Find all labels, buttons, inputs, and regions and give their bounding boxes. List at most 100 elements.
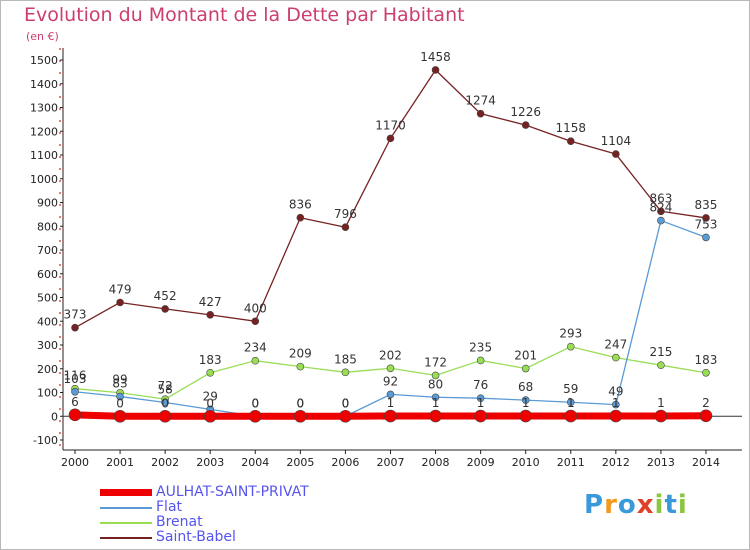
y-tick-label: 900 (37, 197, 58, 210)
brenat-data-label: 234 (244, 341, 267, 355)
brenat-point (296, 362, 305, 371)
aulhat-saint-privat-data-label: 1 (432, 396, 440, 410)
aulhat-saint-privat-data-label: 1 (657, 396, 665, 410)
flat-data-label: 0 (297, 396, 305, 410)
saint-babel-data-label: 796 (334, 207, 357, 221)
y-tick-label: 1000 (30, 173, 58, 186)
saint-babel-data-label: 1458 (420, 50, 451, 64)
logo-letter: i (654, 490, 665, 520)
aulhat-saint-privat-point (158, 409, 172, 423)
saint-babel-data-label: 427 (199, 295, 222, 309)
y-tick-label: 800 (37, 220, 58, 233)
brenat-data-label: 202 (379, 348, 402, 362)
x-tick-label: 2013 (647, 456, 675, 469)
brenat-data-label: 247 (604, 338, 627, 352)
x-tick-label: 2002 (151, 456, 179, 469)
flat-data-label: 103 (64, 372, 87, 386)
aulhat-saint-privat-data-label: 2 (702, 396, 710, 410)
y-tick-label: 700 (37, 244, 58, 257)
saint-babel-point (521, 121, 530, 129)
flat-point (386, 390, 395, 399)
x-tick-label: 2010 (512, 456, 540, 469)
legend-swatch-brenat (100, 522, 152, 524)
x-tick-label: 2003 (196, 456, 224, 469)
logo-letter: x (636, 490, 655, 520)
brenat-data-label: 116 (64, 369, 87, 383)
brenat-data-label: 201 (514, 349, 537, 363)
legend-label-flat: Flat (156, 499, 183, 515)
flat-data-label: 92 (383, 374, 398, 388)
brenat-data-label: 183 (695, 353, 718, 367)
proxiti-logo: Proxiti (584, 490, 688, 520)
brenat-point (521, 364, 530, 373)
flat-point (161, 398, 169, 407)
flat-point (566, 398, 575, 407)
brenat-data-label: 293 (559, 327, 582, 341)
saint-babel-point (71, 323, 79, 332)
saint-babel-point (566, 137, 575, 146)
aulhat-saint-privat-point (339, 409, 352, 423)
flat-data-label: 29 (203, 389, 218, 403)
x-tick-label: 2014 (692, 456, 720, 469)
y-tick-label: 1400 (30, 78, 58, 91)
y-tick-label: 200 (37, 363, 58, 376)
flat-data-label: 59 (563, 382, 578, 396)
saint-babel-point (206, 311, 215, 319)
y-tick-label: -100 (33, 434, 58, 447)
aulhat-saint-privat-point (519, 409, 533, 423)
logo-letter: i (677, 490, 688, 520)
legend-swatch-aulhat-saint-privat (100, 489, 152, 496)
y-tick-label: 500 (37, 292, 58, 305)
y-tick-label: 600 (37, 268, 58, 281)
x-tick-label: 2001 (106, 456, 134, 469)
aulhat-saint-privat-data-label: 6 (71, 395, 79, 409)
saint-babel-point (386, 134, 395, 143)
legend-swatch-flat (100, 507, 152, 509)
flat-data-label: 0 (342, 396, 350, 410)
saint-babel-point (431, 66, 440, 74)
aulhat-saint-privat-data-label: 0 (116, 396, 124, 410)
saint-babel-point (612, 150, 620, 158)
flat-data-label: 76 (473, 378, 488, 392)
aulhat-saint-privat-point (294, 409, 307, 423)
x-tick-label: 2012 (602, 456, 630, 469)
y-tick-label: 0 (51, 410, 58, 423)
brenat-data-label: 235 (469, 340, 492, 354)
aulhat-saint-privat-point (384, 409, 397, 423)
y-tick-label: 300 (37, 339, 58, 352)
saint-babel-data-label: 452 (154, 289, 177, 303)
brenat-point (612, 353, 620, 362)
flat-point (116, 392, 124, 401)
logo-letter: t (664, 490, 678, 520)
brenat-point (566, 342, 575, 351)
saint-babel-point (657, 207, 665, 216)
brenat-point (657, 361, 665, 369)
brenat-point (251, 356, 260, 365)
saint-babel-data-label: 836 (289, 198, 312, 212)
chart-title: Evolution du Montant de la Dette par Hab… (24, 4, 465, 26)
flat-point (431, 393, 440, 402)
brenat-data-label: 183 (199, 353, 222, 367)
saint-babel-data-label: 373 (64, 308, 87, 322)
legend-label-aulhat-saint-privat: AULHAT-SAINT-PRIVAT (156, 484, 309, 500)
y-tick-label: 1200 (30, 125, 58, 138)
aulhat-saint-privat-point (564, 409, 578, 423)
brenat-point (206, 368, 215, 377)
saint-babel-point (341, 223, 350, 231)
brenat-data-label: 209 (289, 347, 312, 361)
legend-label-brenat: Brenat (156, 514, 203, 530)
logo-letter: o (617, 490, 637, 520)
brenat-point (386, 364, 395, 373)
saint-babel-data-label: 400 (244, 301, 267, 315)
aulhat-saint-privat-data-label: 1 (612, 396, 620, 410)
saint-babel-point (476, 109, 485, 118)
saint-babel-point (702, 214, 710, 222)
aulhat-saint-privat-data-label: 1 (567, 396, 575, 410)
saint-babel-point (296, 213, 305, 222)
aulhat-saint-privat-point (474, 409, 487, 423)
y-tick-label: 1300 (30, 102, 58, 115)
flat-data-label: 83 (112, 377, 127, 391)
flat-point (612, 400, 620, 409)
brenat-point (476, 356, 485, 365)
